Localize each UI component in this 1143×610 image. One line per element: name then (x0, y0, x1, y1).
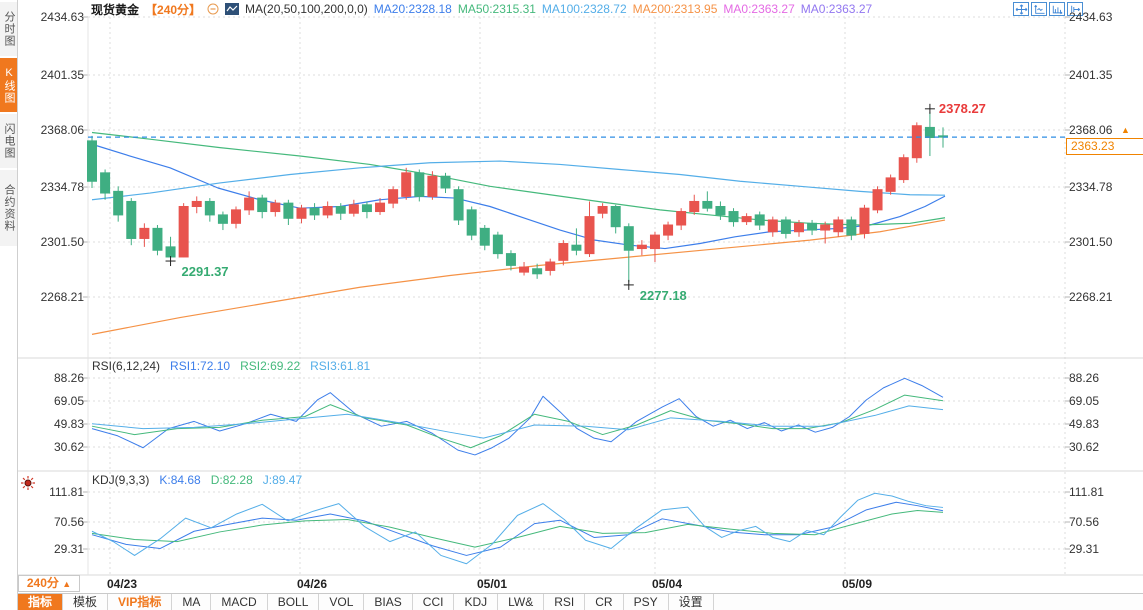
kdj-j-value: J:89.47 (262, 473, 303, 487)
date-label: 05/04 (652, 577, 683, 591)
rsi-axis-label: 69.05 (1069, 394, 1100, 408)
svg-text:2277.18: 2277.18 (640, 288, 687, 303)
date-label: 05/09 (842, 577, 873, 591)
rsi-header: RSI(6,12,24) RSI1:72.10 RSI2:69.22 RSI3:… (92, 359, 370, 373)
toolbar-item-lw[interactable]: LW& (498, 594, 545, 610)
rsi-axis-label: 30.62 (1069, 440, 1100, 454)
rsi-axis-label: 49.83 (1069, 417, 1100, 431)
kdj-axis-label: 111.81 (49, 485, 84, 499)
price-axis-label: 2434.63 (40, 10, 84, 24)
indicator-toolbar: 指标 模板 VIP指标 MA MACD BOLL VOL BIAS CCI KD… (18, 593, 1143, 610)
period-value: 240分 (26, 576, 59, 590)
toolbar-item-bias[interactable]: BIAS (364, 594, 413, 610)
chart-window-controls (1013, 2, 1083, 16)
toolbar-item-kdj[interactable]: KDJ (454, 594, 499, 610)
date-label: 05/01 (477, 577, 508, 591)
kline-chart-icon[interactable] (225, 3, 240, 15)
toolbar-item-cci[interactable]: CCI (413, 594, 455, 610)
price-axis-label: 2334.78 (40, 180, 84, 194)
period-selector[interactable]: 240分 ▲ (18, 575, 80, 592)
sidebar-item-kline[interactable]: K线图 (0, 58, 17, 112)
y-axis-scale-icon[interactable] (1031, 2, 1047, 16)
ma-formula: MA(20,50,100,200,0,0) (245, 2, 368, 16)
ma0-value-1: MA0:2363.27 (723, 2, 795, 16)
price-axis-label: 2401.35 (40, 68, 84, 82)
price-axis-label: 2301.50 (1069, 235, 1113, 249)
price-axis-label: 2268.21 (1069, 290, 1113, 304)
svg-text:2291.37: 2291.37 (182, 264, 229, 279)
rsi-axis-label: 49.83 (53, 417, 84, 431)
ma50-value: MA50:2315.31 (457, 2, 536, 16)
ma0-value-2: MA0:2363.27 (800, 2, 873, 16)
kdj-axis-label: 111.81 (1069, 485, 1104, 499)
price-axis-label: 2368.06 (40, 123, 84, 137)
kdj-axis-label: 29.31 (1069, 542, 1100, 556)
minus-circle-icon[interactable] (207, 3, 219, 15)
toolbar-item-template[interactable]: 模板 (63, 594, 109, 610)
kdj-k-value: K:84.68 (159, 473, 201, 487)
sidebar-item-lightning[interactable]: 闪电图 (0, 114, 17, 168)
toolbar-item-rsi[interactable]: RSI (544, 594, 586, 610)
price-axis-label: 2268.21 (40, 290, 84, 304)
kdj-axis-label: 70.56 (53, 515, 84, 529)
toolbar-item-ma[interactable]: MA (172, 594, 212, 610)
price-up-arrow-icon: ▲ (1121, 125, 1130, 135)
rsi2-value: RSI2:69.22 (240, 359, 301, 373)
price-axis-label: 2401.35 (1069, 68, 1113, 82)
x-axis-scale-icon[interactable] (1049, 2, 1065, 16)
toolbar-item-indicator[interactable]: 指标 (18, 594, 64, 610)
current-price-tag: 2363.23 (1066, 138, 1143, 155)
toolbar-item-psy[interactable]: PSY (624, 594, 669, 610)
rsi-axis-label: 30.62 (53, 440, 84, 454)
rsi-axis-label: 69.05 (53, 394, 84, 408)
ma20-value: MA20:2328.18 (373, 2, 452, 16)
ma100-value: MA100:2328.72 (541, 2, 627, 16)
price-axis-label: 2301.50 (40, 235, 84, 249)
toolbar-item-boll[interactable]: BOLL (268, 594, 320, 610)
sidebar-item-timeshare[interactable]: 分时图 (0, 2, 17, 56)
rsi3-value: RSI3:61.81 (310, 359, 371, 373)
sidebar-item-contract-info[interactable]: 合约资料 (0, 170, 17, 246)
symbol-name: 现货黄金 (91, 2, 140, 17)
sun-icon[interactable] (20, 475, 36, 496)
jump-latest-icon[interactable] (1067, 2, 1083, 16)
toolbar-item-settings[interactable]: 设置 (669, 594, 714, 610)
chevron-up-icon: ▲ (62, 579, 72, 589)
chart-header: 现货黄金 【240分】 MA(20,50,100,200,0,0) MA20:2… (91, 1, 872, 17)
left-sidebar: 分时图 K线图 闪电图 合约资料 (0, 0, 18, 610)
kdj-header: KDJ(9,3,3) K:84.68 D:82.28 J:89.47 (92, 473, 302, 487)
price-axis-label: 2334.78 (1069, 180, 1113, 194)
kdj-d-value: D:82.28 (210, 473, 253, 487)
rsi1-value: RSI1:72.10 (170, 359, 231, 373)
rsi-indicator-label[interactable]: RSI(6,12,24) (92, 359, 161, 373)
kdj-axis-label: 70.56 (1069, 515, 1100, 529)
rsi-axis-label: 88.26 (53, 371, 84, 385)
pan-icon[interactable] (1013, 2, 1029, 16)
ma200-value: MA200:2313.95 (632, 2, 718, 16)
price-axis-label: 2434.63 (1069, 10, 1113, 24)
period-label: 【240分】 (145, 2, 202, 17)
toolbar-item-cr[interactable]: CR (585, 594, 624, 610)
date-label: 04/23 (107, 577, 138, 591)
price-axis-label: 2368.06 (1069, 123, 1113, 137)
toolbar-item-vol[interactable]: VOL (319, 594, 365, 610)
date-label: 04/26 (297, 577, 328, 591)
svg-text:2378.27: 2378.27 (939, 101, 986, 116)
kdj-indicator-label[interactable]: KDJ(9,3,3) (92, 473, 150, 487)
rsi-axis-label: 88.26 (1069, 371, 1100, 385)
kdj-axis-label: 29.31 (53, 542, 84, 556)
toolbar-item-macd[interactable]: MACD (211, 594, 268, 610)
toolbar-item-vip-indicator[interactable]: VIP指标 (108, 594, 173, 610)
